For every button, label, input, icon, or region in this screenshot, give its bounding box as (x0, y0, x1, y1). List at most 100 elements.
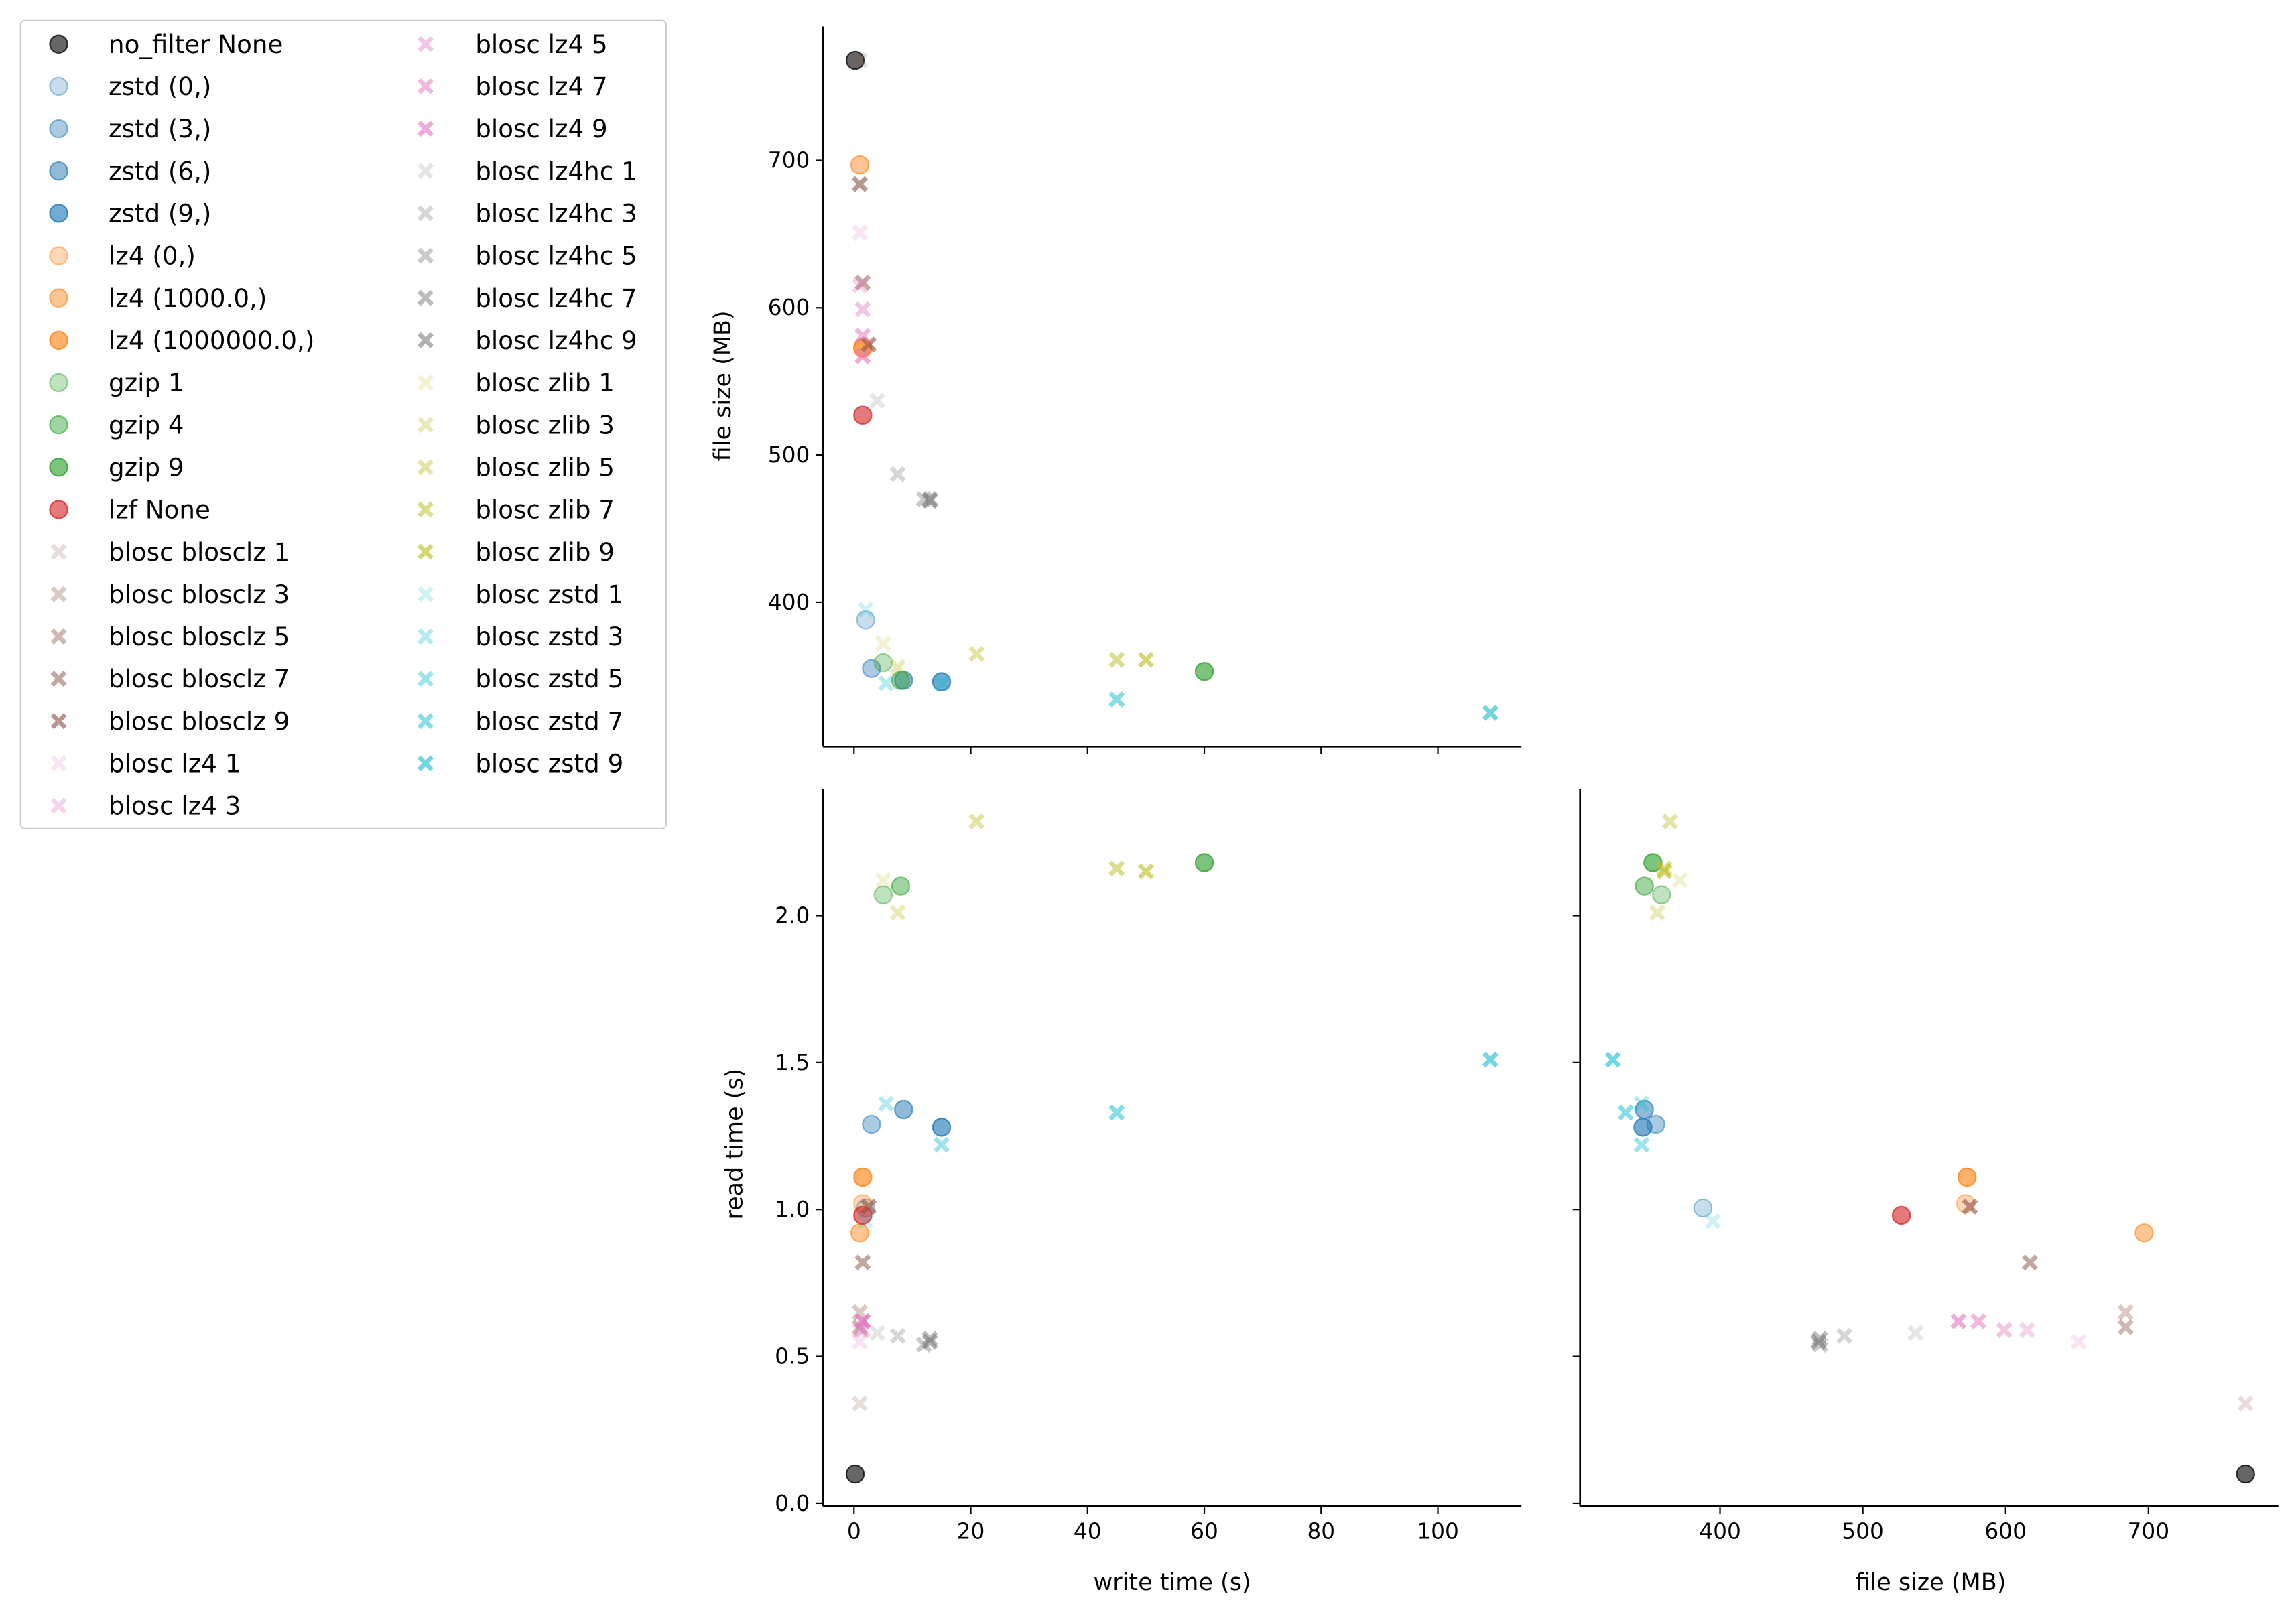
data-point-blosc-zlib-3 (1649, 904, 1665, 921)
legend-marker (50, 713, 67, 730)
panel-file-size-vs-write-time: 400 500 600 700 (768, 26, 1522, 754)
legend-label: blosc zlib 5 (475, 452, 615, 482)
data-point-blosc-lz4-3 (2019, 1322, 2035, 1339)
data-point-blosc-blosclz-7 (2021, 1254, 2038, 1271)
data-point-zstd-3- (862, 659, 881, 679)
data-point-blosc-lz4hc-1 (869, 392, 886, 409)
legend-label: blosc blosclz 9 (109, 706, 290, 736)
data-point-blosc-zstd-3 (878, 675, 895, 691)
data-point-blosc-lz4-9 (1950, 1313, 1967, 1329)
data-point-blosc-lz4-1 (851, 1333, 869, 1350)
legend-label: blosc lz4hc 3 (475, 199, 637, 228)
data-point-blosc-lz4hc-9 (921, 1333, 938, 1350)
data-point-blosc-zlib-9 (1656, 863, 1673, 880)
legend-marker (417, 543, 434, 560)
legend-marker (49, 500, 68, 519)
data-point-lz4-1000000-0- (1957, 1167, 1977, 1187)
legend-label: gzip 9 (109, 452, 184, 482)
legend-marker (49, 415, 68, 435)
data-point-blosc-zstd-3 (1633, 1095, 1650, 1112)
data-point-blosc-zstd-1 (1704, 1213, 1721, 1229)
data-point-lz4-1000000-0- (853, 1167, 873, 1187)
data-point-blosc-zstd-1 (857, 1213, 874, 1229)
legend-label: blosc zlib 1 (475, 368, 615, 397)
data-point-blosc-lz4hc-1 (1907, 1325, 1924, 1341)
legend-marker (417, 205, 434, 222)
data-point-blosc-lz4hc-1 (869, 1325, 886, 1341)
data-point-blosc-blosclz-3 (851, 176, 869, 192)
y-axis-label-file-size: file size (MB) (709, 310, 737, 461)
legend-label: blosc zlib 7 (475, 495, 615, 525)
legend-marker (417, 628, 434, 645)
data-point-blosc-zstd-9 (1482, 704, 1498, 721)
x-tick-label: 400 (1699, 1518, 1741, 1544)
legend-marker (417, 332, 434, 348)
data-point-gzip-1 (1651, 885, 1671, 904)
y-tick-label: 700 (768, 147, 810, 173)
legend-marker (417, 671, 434, 687)
data-point-gzip-4 (891, 671, 911, 690)
x-tick-label: 80 (1307, 1518, 1335, 1544)
legend-label: zstd (6,) (109, 156, 211, 186)
y-tick-label: 600 (768, 295, 810, 320)
data-point-blosc-zlib-5 (968, 813, 985, 830)
data-point-gzip-4 (1635, 876, 1654, 896)
x-tick-label: 60 (1190, 1518, 1218, 1544)
data-point-blosc-lz4-7 (854, 328, 871, 344)
data-point-blosc-blosclz-1 (851, 1395, 869, 1412)
data-point-blosc-blosclz-9 (1962, 1198, 1978, 1215)
data-point-blosc-zlib-1 (875, 635, 891, 652)
data-point-blosc-lz4hc-3 (889, 1327, 906, 1344)
y-tick-label: 500 (768, 442, 810, 468)
data-point-zstd-0- (856, 610, 875, 630)
data-point-blosc-blosclz-5 (851, 176, 869, 192)
data-point-blosc-zlib-1 (875, 872, 891, 888)
data-point-blosc-blosclz-1 (2237, 1395, 2254, 1412)
data-point-lzf-none (853, 405, 873, 425)
data-point-zstd-0- (1693, 1198, 1713, 1218)
legend-marker (49, 161, 68, 181)
legend-label: blosc zstd 3 (475, 622, 623, 651)
legend-marker (50, 797, 67, 814)
legend-marker (417, 501, 434, 518)
data-point-blosc-lz4hc-3 (1836, 1327, 1852, 1344)
legend-label: gzip 4 (109, 410, 184, 440)
x-tick-label: 20 (957, 1518, 985, 1544)
data-point-blosc-zstd-9 (1604, 1051, 1621, 1068)
data-point-gzip-9 (1194, 853, 1214, 872)
y-tick-label: 1.0 (775, 1197, 810, 1222)
data-point-blosc-blosclz-9 (860, 1198, 877, 1215)
data-point-blosc-blosclz-5 (2117, 1319, 2134, 1335)
legend-label: blosc zstd 5 (475, 664, 623, 693)
legend-label: blosc blosclz 5 (109, 622, 290, 651)
x-axis-label-write-time: write time (s) (1094, 1568, 1251, 1596)
legend-marker (49, 246, 68, 265)
y-axis-label-read-time: read time (s) (721, 1069, 749, 1220)
legend-label: blosc blosclz 7 (109, 664, 290, 693)
y-tick-label: 1.5 (775, 1050, 810, 1075)
data-point-no-filter-none (845, 50, 865, 70)
legend-marker (417, 713, 434, 730)
panel-read-time-vs-write-time: 0 20 40 60 80 100 0.0 0.5 1.0 1.5 2.0 (775, 789, 1522, 1544)
data-point-blosc-zlib-1 (1671, 872, 1688, 888)
legend-label: blosc blosclz 1 (109, 537, 290, 567)
legend-marker (417, 586, 434, 602)
data-point-blosc-zlib-9 (1137, 863, 1154, 880)
legend-label: blosc lz4 1 (109, 749, 241, 779)
legend-label: blosc lz4 5 (475, 29, 607, 59)
legend-marker (417, 417, 434, 433)
data-point-blosc-lz4-1 (851, 224, 869, 241)
data-point-blosc-zstd-3 (878, 1095, 895, 1112)
data-point-blosc-zlib-7 (1108, 860, 1125, 877)
data-point-zstd-9- (1633, 1118, 1653, 1137)
legend-label: blosc lz4hc 7 (475, 283, 637, 313)
legend-label: blosc lz4 9 (475, 114, 607, 143)
legend-marker (417, 459, 434, 476)
legend-label: zstd (0,) (109, 72, 211, 101)
data-point-zstd-9- (932, 672, 952, 691)
data-point-zstd-6- (894, 1099, 913, 1120)
x-tick-label: 600 (1984, 1518, 2027, 1544)
data-point-zstd-3- (862, 1114, 881, 1134)
x-tick-label: 40 (1074, 1518, 1102, 1544)
